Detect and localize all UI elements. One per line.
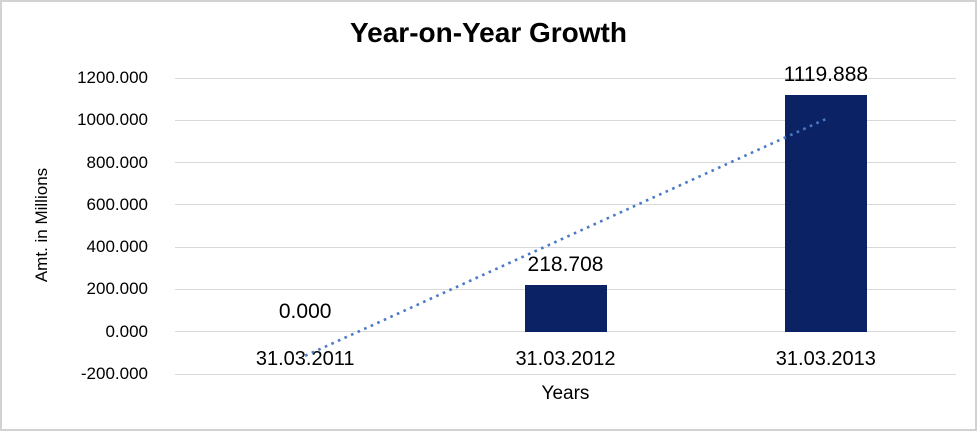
y-tick-label: 0.000: [105, 321, 148, 341]
y-tick-label: 800.000: [86, 152, 148, 172]
bar: [524, 285, 607, 332]
gridline: [175, 373, 956, 375]
x-axis-title: Years: [541, 383, 590, 404]
gridline: [175, 77, 956, 79]
x-tick-label: 31.03.2013: [775, 347, 876, 370]
y-tick-label: 600.000: [86, 194, 148, 214]
bar-data-label: 0.000: [278, 299, 332, 323]
y-tick-label: -200.000: [80, 364, 148, 383]
y-tick-label: 400.000: [86, 237, 148, 257]
y-axis-title: Amt. in Millions: [32, 167, 51, 283]
bar: [784, 94, 867, 332]
bar-data-label: 1119.888: [783, 62, 869, 86]
y-tick-label: 1200.000: [77, 68, 148, 87]
y-tick-label: 200.000: [86, 279, 148, 299]
x-tick-label: 31.03.2011: [255, 347, 355, 370]
y-tick-label: 1000.000: [77, 110, 148, 130]
x-tick-label: 31.03.2012: [515, 347, 616, 370]
chart-title: Year-on-Year Growth: [350, 17, 627, 48]
bar-data-label: 218.708: [527, 253, 604, 277]
